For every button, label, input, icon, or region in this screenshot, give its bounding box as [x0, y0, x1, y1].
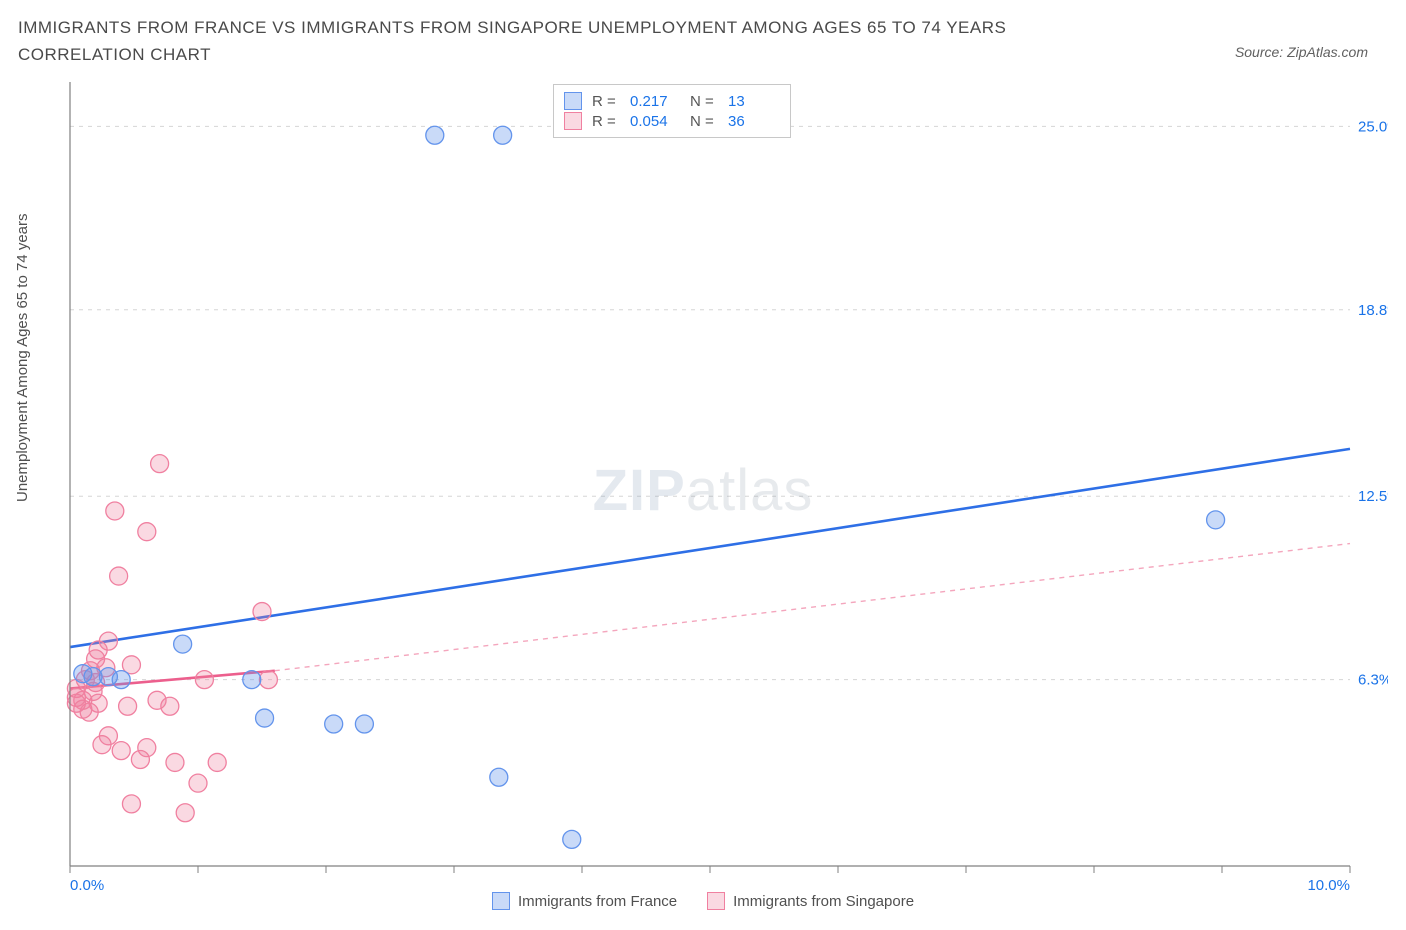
r-label: R = — [592, 113, 620, 130]
legend-row-singapore: R = 0.054 N = 36 — [564, 111, 778, 131]
swatch-singapore — [564, 112, 582, 130]
y-axis-label: Unemployment Among Ages 65 to 74 years — [14, 213, 31, 502]
n-label: N = — [690, 93, 718, 110]
legend-item-singapore: Immigrants from Singapore — [707, 892, 914, 910]
swatch-france — [564, 92, 582, 110]
swatch-singapore — [707, 892, 725, 910]
n-value-france: 13 — [728, 93, 778, 110]
chart-svg: 6.3%12.5%18.8%25.0%0.0%10.0% — [18, 82, 1388, 912]
svg-text:25.0%: 25.0% — [1358, 118, 1388, 135]
r-label: R = — [592, 93, 620, 110]
svg-text:18.8%: 18.8% — [1358, 302, 1388, 319]
page-title: IMMIGRANTS FROM FRANCE VS IMMIGRANTS FRO… — [18, 14, 1138, 68]
r-value-france: 0.217 — [630, 93, 680, 110]
source-label: Source: ZipAtlas.com — [1235, 44, 1388, 68]
swatch-france — [492, 892, 510, 910]
legend-item-france: Immigrants from France — [492, 892, 677, 910]
svg-text:6.3%: 6.3% — [1358, 672, 1388, 689]
legend-label-france: Immigrants from France — [518, 893, 677, 910]
legend-label-singapore: Immigrants from Singapore — [733, 893, 914, 910]
legend-stats: R = 0.217 N = 13 R = 0.054 N = 36 — [553, 84, 791, 138]
r-value-singapore: 0.054 — [630, 113, 680, 130]
correlation-chart: Unemployment Among Ages 65 to 74 years Z… — [18, 82, 1388, 912]
svg-text:12.5%: 12.5% — [1358, 488, 1388, 505]
legend-row-france: R = 0.217 N = 13 — [564, 91, 778, 111]
n-value-singapore: 36 — [728, 113, 778, 130]
legend-series: Immigrants from France Immigrants from S… — [18, 892, 1388, 910]
n-label: N = — [690, 113, 718, 130]
